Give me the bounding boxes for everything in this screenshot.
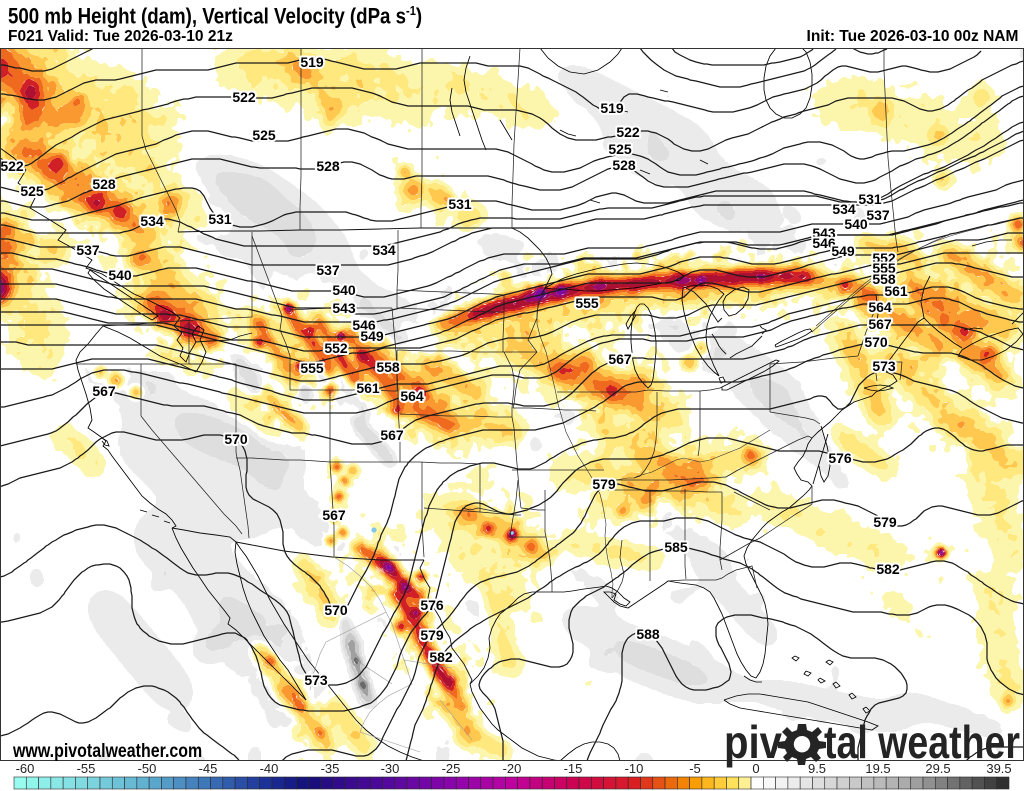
svg-text:582: 582 — [429, 649, 453, 665]
svg-text:531: 531 — [448, 196, 472, 212]
svg-text:567: 567 — [868, 316, 892, 332]
svg-text:528: 528 — [92, 176, 116, 192]
svg-text:552: 552 — [324, 340, 348, 356]
svg-text:573: 573 — [304, 672, 328, 688]
svg-text:537: 537 — [316, 262, 340, 278]
svg-text:543: 543 — [812, 225, 836, 241]
svg-text:540: 540 — [108, 267, 132, 283]
svg-text:522: 522 — [616, 124, 640, 140]
svg-text:525: 525 — [252, 127, 276, 143]
svg-text:534: 534 — [140, 213, 164, 229]
svg-text:522: 522 — [0, 158, 24, 174]
svg-text:579: 579 — [592, 476, 616, 492]
svg-text:552: 552 — [872, 250, 896, 266]
svg-text:579: 579 — [873, 514, 897, 530]
svg-text:567: 567 — [322, 507, 346, 523]
svg-text:525: 525 — [608, 141, 632, 157]
svg-text:564: 564 — [400, 388, 424, 404]
svg-text:555: 555 — [872, 260, 896, 276]
svg-text:531: 531 — [208, 211, 232, 227]
svg-text:561: 561 — [884, 283, 908, 299]
svg-text:piv: piv — [724, 716, 782, 768]
svg-text:549: 549 — [360, 328, 384, 344]
svg-text:528: 528 — [612, 157, 636, 173]
svg-text:tal weather: tal weather — [824, 716, 1020, 768]
svg-text:519: 519 — [600, 100, 624, 116]
svg-text:570: 570 — [224, 431, 248, 447]
svg-text:588: 588 — [636, 626, 660, 642]
svg-text:573: 573 — [872, 358, 896, 374]
svg-text:555: 555 — [300, 360, 324, 376]
svg-text:546: 546 — [352, 317, 376, 333]
svg-text:555: 555 — [575, 295, 599, 311]
svg-text:537: 537 — [76, 242, 100, 258]
svg-text:558: 558 — [376, 359, 400, 375]
svg-text:540: 540 — [844, 216, 868, 232]
svg-text:567: 567 — [92, 383, 116, 399]
svg-text:522: 522 — [232, 89, 256, 105]
svg-text:579: 579 — [420, 627, 444, 643]
svg-text:546: 546 — [812, 235, 836, 251]
svg-text:558: 558 — [872, 271, 896, 287]
svg-text:576: 576 — [420, 597, 444, 613]
svg-text:567: 567 — [380, 427, 404, 443]
svg-text:537: 537 — [866, 207, 890, 223]
svg-text:582: 582 — [876, 561, 900, 577]
svg-text:561: 561 — [356, 380, 380, 396]
svg-text:570: 570 — [324, 602, 348, 618]
svg-text:570: 570 — [864, 334, 888, 350]
svg-text:543: 543 — [332, 300, 356, 316]
svg-text:534: 534 — [372, 242, 396, 258]
svg-text:549: 549 — [831, 243, 855, 259]
svg-text:564: 564 — [868, 299, 892, 315]
svg-text:531: 531 — [858, 191, 882, 207]
svg-text:576: 576 — [828, 450, 852, 466]
svg-text:534: 534 — [832, 201, 856, 217]
svg-text:528: 528 — [316, 158, 340, 174]
svg-text:585: 585 — [664, 539, 688, 555]
svg-text:519: 519 — [300, 54, 324, 70]
svg-text:567: 567 — [608, 351, 632, 367]
svg-text:525: 525 — [20, 183, 44, 199]
svg-text:540: 540 — [332, 282, 356, 298]
